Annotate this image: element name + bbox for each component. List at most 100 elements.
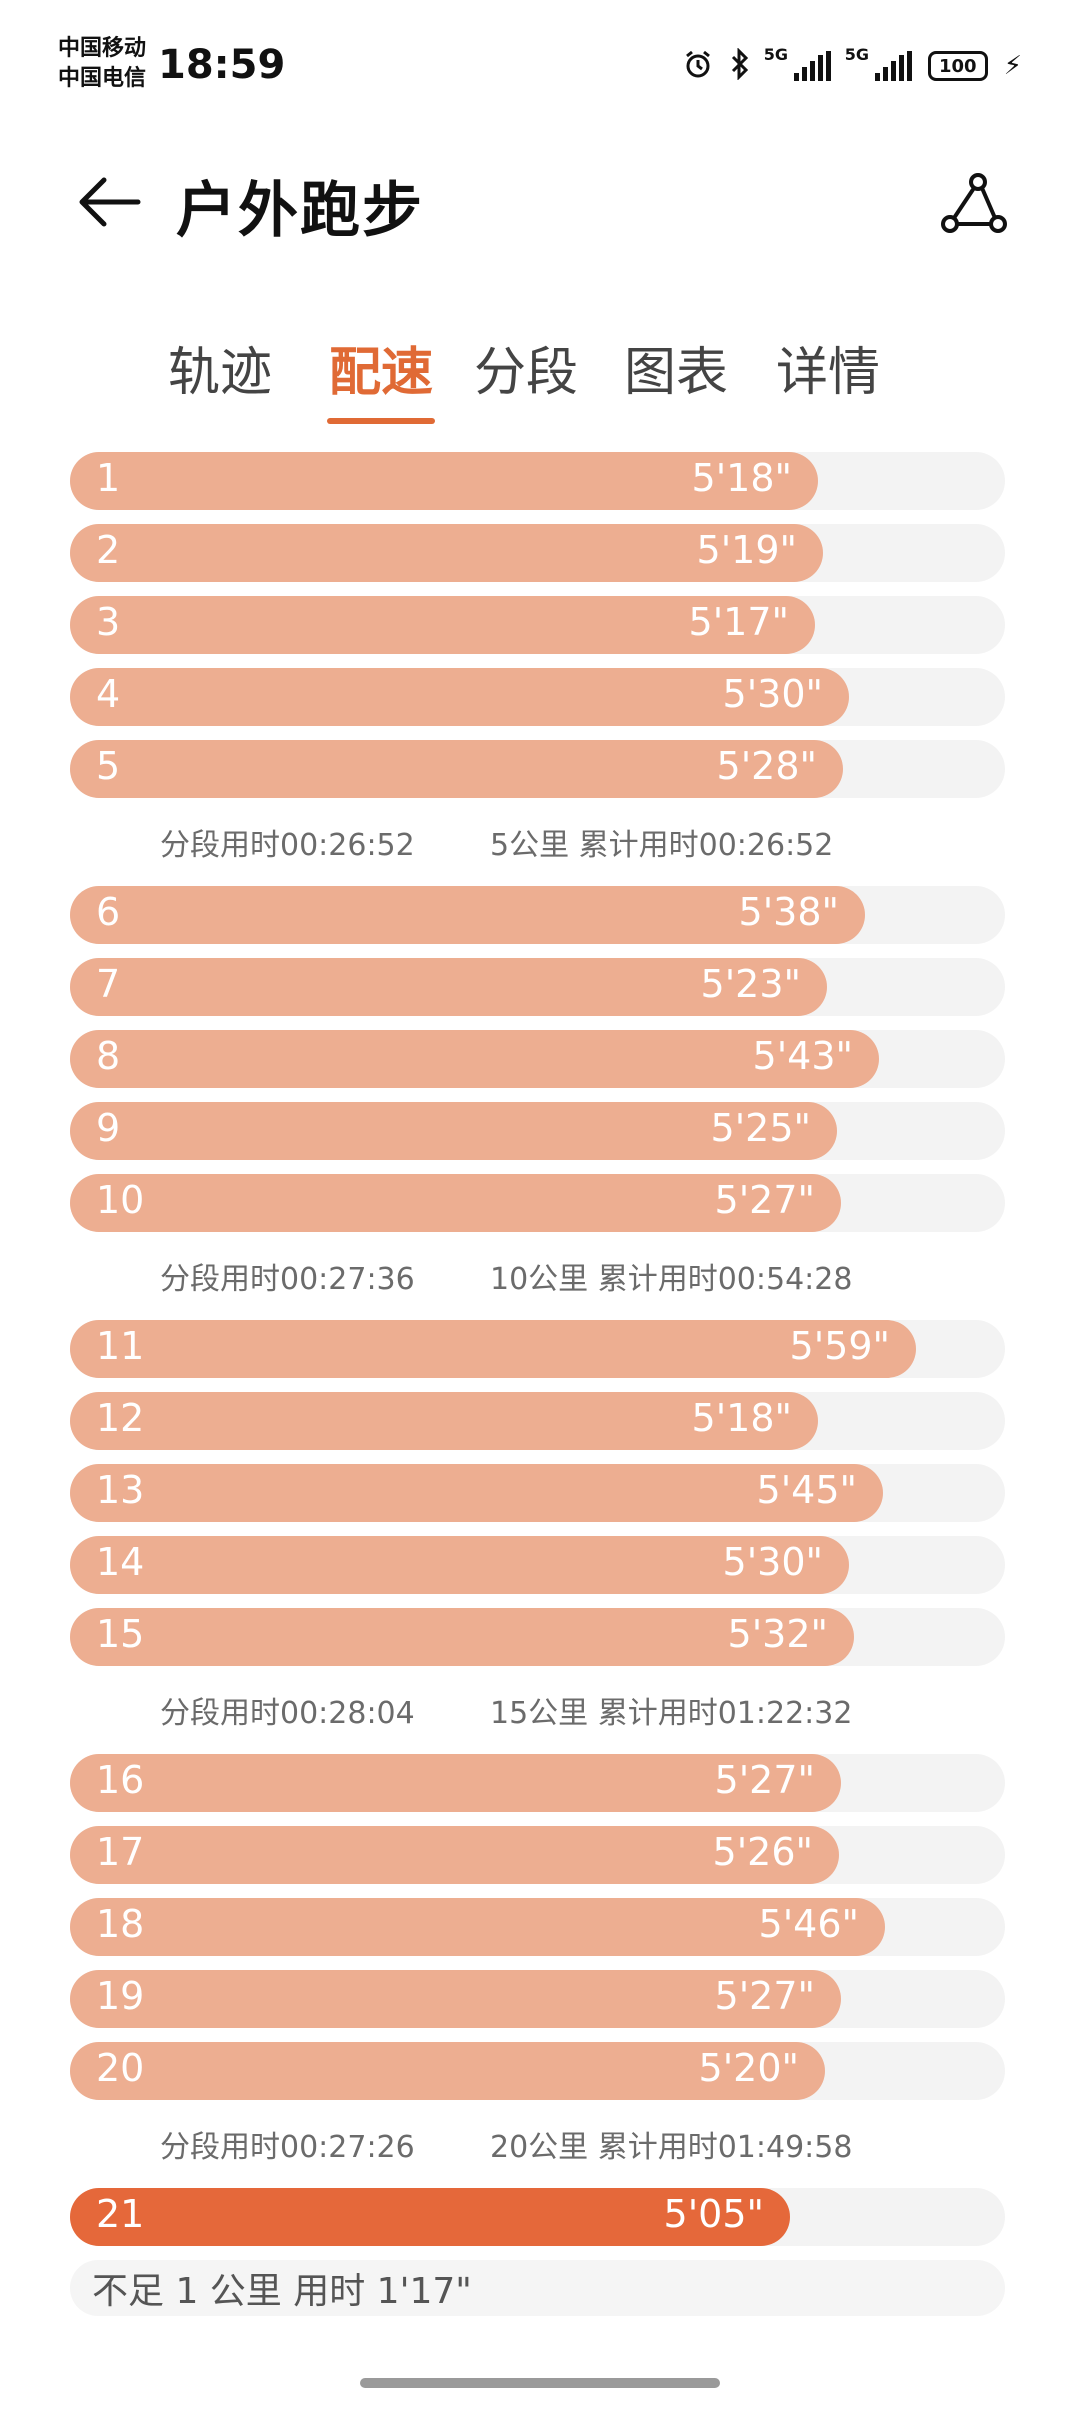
tab-charts[interactable]: 图表 [623,343,728,403]
pace-bar [70,886,865,944]
pace-row[interactable]: 11 5'59" [70,1320,1005,1378]
pace-row[interactable]: 14 5'30" [70,1536,1005,1594]
split-pace-label: 5'27" [714,1974,815,2018]
split-summary: 分段用时00:28:04 15公里 累计用时01:22:32 [70,1676,1005,1748]
signal-2-icon: 5G [845,45,912,81]
pace-bar [70,668,849,726]
charging-icon: ⚡ [1003,51,1022,81]
tab-bar: 轨迹 配速 分段 图表 详情 [0,330,1080,430]
pace-row[interactable]: 12 5'18" [70,1392,1005,1450]
pace-row[interactable]: 13 5'45" [70,1464,1005,1522]
pace-row[interactable]: 15 5'32" [70,1608,1005,1666]
split-pace-label: 5'27" [714,1178,815,1222]
signal-1-icon: 5G [764,45,831,81]
split-pace-label: 5'45" [756,1468,857,1512]
pace-row[interactable]: 5 5'28" [70,740,1005,798]
pace-bar [70,2042,825,2100]
split-km-label: 5 [96,744,121,788]
partial-km-track [70,2260,1005,2316]
split-km-label: 10 [96,1178,145,1222]
split-km-label: 12 [96,1396,145,1440]
pace-row[interactable]: 8 5'43" [70,1030,1005,1088]
tab-details[interactable]: 详情 [775,343,880,403]
status-icons: 5G 5G 100 ⚡ [682,45,1022,86]
pace-row[interactable]: 1 5'18" [70,452,1005,510]
pace-bar [70,740,843,798]
pace-row[interactable]: 6 5'38" [70,886,1005,944]
cumulative-time: 20公里 累计用时01:49:58 [490,2130,853,2165]
status-time: 18:59 [158,42,286,88]
pace-bar [70,1392,818,1450]
pace-bar [70,524,823,582]
split-summary: 分段用时00:26:52 5公里 累计用时00:26:52 [70,808,1005,880]
pace-row[interactable]: 9 5'25" [70,1102,1005,1160]
pace-row[interactable]: 19 5'27" [70,1970,1005,2028]
home-indicator[interactable] [360,2378,720,2388]
split-pace-label: 5'46" [758,1902,859,1946]
arrow-left-icon [79,177,141,227]
split-summary: 分段用时00:27:26 20公里 累计用时01:49:58 [70,2110,1005,2182]
tab-segments[interactable]: 分段 [473,343,578,403]
pace-row[interactable]: 4 5'30" [70,668,1005,726]
split-km-label: 4 [96,672,121,716]
split-pace-label: 5'05" [663,2192,764,2236]
pace-row[interactable]: 18 5'46" [70,1898,1005,1956]
signal-1-label: 5G [763,45,788,64]
pace-row[interactable]: 20 5'20" [70,2042,1005,2100]
carrier-2: 中国电信 [58,66,147,91]
split-pace-label: 5'26" [712,1830,813,1874]
pace-bar [70,1102,837,1160]
pace-row[interactable]: 21 5'05" [70,2188,1005,2246]
split-km-label: 15 [96,1612,145,1656]
app-bar: 户外跑步 [0,150,1080,260]
split-summary: 分段用时00:27:36 10公里 累计用时00:54:28 [70,1242,1005,1314]
bluetooth-icon [730,47,750,84]
pace-row[interactable]: 2 5'19" [70,524,1005,582]
pace-row[interactable]: 17 5'26" [70,1826,1005,1884]
cumulative-time: 15公里 累计用时01:22:32 [490,1696,853,1731]
tab-active-indicator [327,418,435,424]
pace-bar [70,1174,841,1232]
tab-pace[interactable]: 配速 [328,343,433,403]
pace-row[interactable]: 3 5'17" [70,596,1005,654]
segment-time: 分段用时00:28:04 [160,1696,415,1731]
pace-bar [70,1826,839,1884]
signal-2-label: 5G [844,45,869,64]
pace-bar [70,1898,885,1956]
split-km-label: 18 [96,1902,145,1946]
split-pace-label: 5'17" [688,600,789,644]
pace-row[interactable]: 16 5'27" [70,1754,1005,1812]
segment-time: 分段用时00:27:26 [160,2130,415,2165]
pace-split-list: 1 5'18" 2 5'19" 3 5'17" 4 5'30" 5 5'28" 分段用时00:26:… [70,452,1005,2316]
split-km-label: 14 [96,1540,145,1584]
split-pace-label: 5'28" [716,744,817,788]
share-route-button[interactable] [940,172,1010,238]
status-bar: 中国移动 中国电信 18:59 5G 5G 100 ⚡ [0,0,1080,130]
battery-icon: 100 [927,51,988,81]
carrier-labels: 中国移动 中国电信 [58,34,146,94]
split-pace-label: 5'27" [714,1758,815,1802]
split-km-label: 2 [96,528,121,572]
page-title: 户外跑步 [176,176,424,246]
pace-row[interactable]: 10 5'27" [70,1174,1005,1232]
pace-bar [70,958,827,1016]
split-km-label: 3 [96,600,121,644]
pace-row[interactable]: 7 5'23" [70,958,1005,1016]
split-pace-label: 5'59" [789,1324,890,1368]
tab-track[interactable]: 轨迹 [167,343,272,403]
pace-bar [70,452,818,510]
segment-time: 分段用时00:27:36 [160,1262,415,1297]
pace-bar [70,1464,883,1522]
split-pace-label: 5'38" [738,890,839,934]
pace-bar [70,1536,849,1594]
split-pace-label: 5'30" [722,1540,823,1584]
partial-km-note: 不足 1 公里 用时 1'17" [92,2271,472,2312]
split-km-label: 9 [96,1106,121,1150]
split-pace-label: 5'30" [722,672,823,716]
pace-bar [70,1608,854,1666]
split-pace-label: 5'20" [698,2046,799,2090]
split-km-label: 8 [96,1034,121,1078]
split-km-label: 17 [96,1830,145,1874]
pace-bar [70,1030,879,1088]
back-button[interactable] [74,172,144,232]
